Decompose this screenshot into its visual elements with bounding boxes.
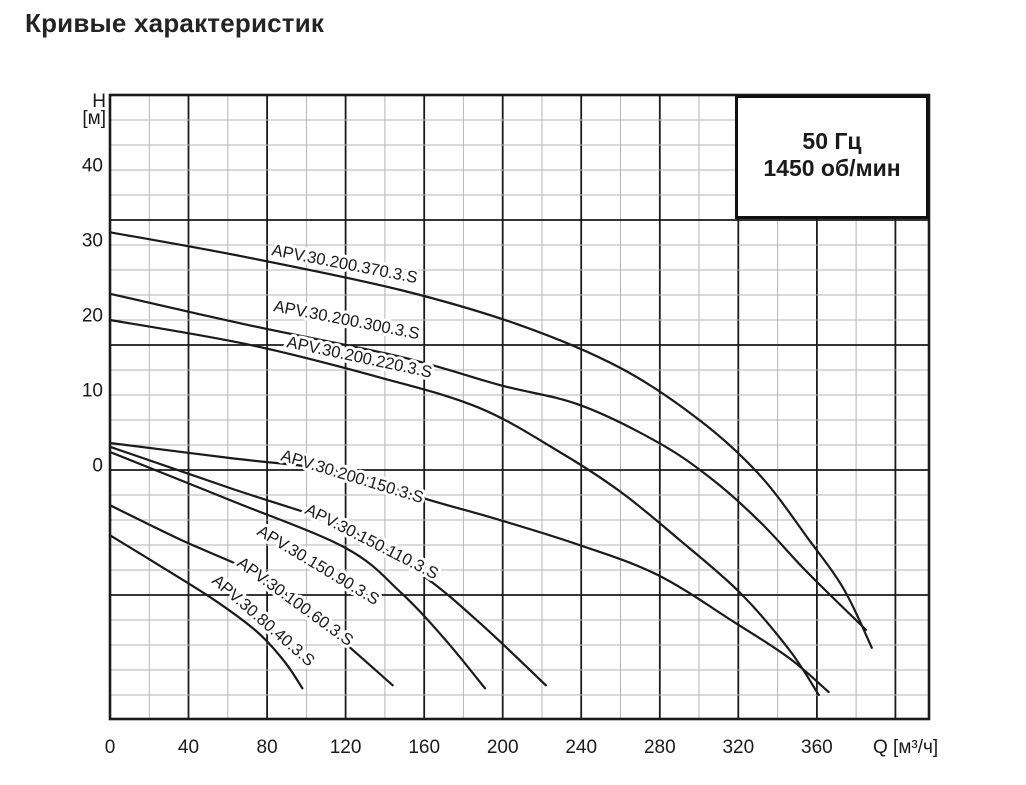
curve-apv-30-200-300-3-s — [108, 292, 867, 631]
curve-label-apv-30-200-370-3-s: APV.30.200.370.3.S — [270, 241, 419, 287]
y-axis-unit-symbol: H — [92, 91, 106, 112]
curve-apv-30-80-40-3-s — [108, 534, 304, 690]
y-tick-label-0: 0 — [92, 456, 103, 477]
x-tick-label-360: 360 — [801, 737, 833, 758]
x-tick-label-320: 320 — [722, 737, 754, 758]
x-tick-label-160: 160 — [408, 737, 440, 758]
y-tick-label-10: 10 — [82, 381, 103, 402]
x-tick-label-80: 80 — [257, 737, 278, 758]
x-tick-label-40: 40 — [178, 737, 199, 758]
x-axis-unit: Q [м³/ч] — [873, 737, 938, 758]
curve-apv-30-150-110-3-s — [108, 445, 547, 687]
page-title: Кривые характеристик — [25, 8, 325, 38]
curve-apv-30-200-370-3-s — [108, 231, 873, 649]
curve-apv-30-100-60-3-s — [108, 504, 394, 687]
axis-ticks: 0 40 80 120 160 200 240 280 320 360 40 30 20 10 0 — [82, 156, 833, 759]
legend-frame — [735, 95, 929, 219]
y-tick-label-20: 20 — [82, 306, 103, 327]
x-tick-label-0: 0 — [105, 737, 116, 758]
x-tick-label-280: 280 — [644, 737, 676, 758]
y-tick-label-40: 40 — [82, 156, 103, 177]
y-axis-unit-bracket: [м] — [82, 108, 106, 129]
curve-label-apv-30-200-150-3-s: APV.30.200.150.3.S — [279, 447, 426, 507]
x-tick-label-200: 200 — [487, 737, 519, 758]
x-tick-label-240: 240 — [565, 737, 597, 758]
legend-speed: 1450 об/мин — [763, 155, 900, 181]
pump-curves — [108, 231, 873, 697]
curve-apv-30-200-220-3-s — [108, 318, 820, 697]
y-tick-label-30: 30 — [82, 231, 103, 252]
plot-border — [108, 93, 931, 721]
x-tick-label-120: 120 — [330, 737, 362, 758]
curve-apv-30-150-90-3-s — [108, 450, 487, 690]
curve-apv-30-200-150-3-s — [108, 441, 830, 694]
legend-box: 50 Гц 1450 об/мин — [735, 95, 929, 219]
curve-labels: APV.30.200.370.3.SAPV.30.200.300.3.SAPV.… — [205, 238, 444, 673]
legend-frequency: 50 Гц — [802, 128, 861, 154]
